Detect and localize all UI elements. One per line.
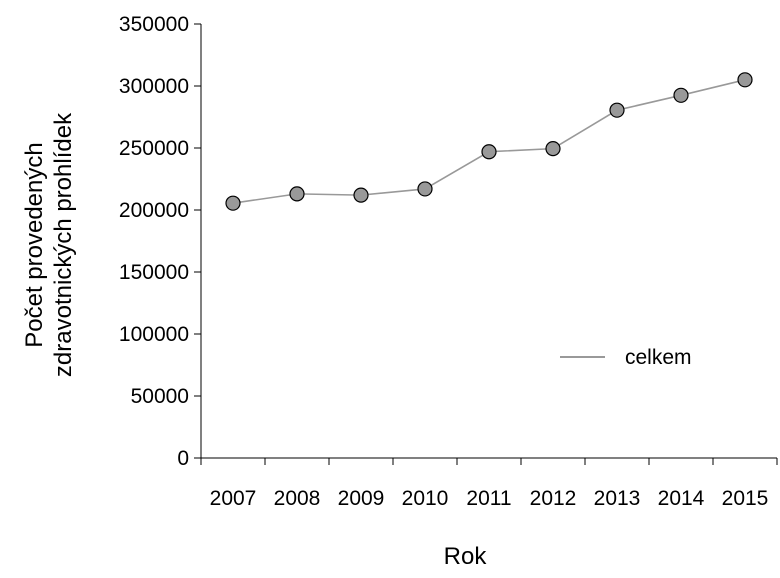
x-tick-label: 2015 [722,487,769,510]
data-point [609,102,625,118]
x-tick-label: 2008 [274,487,321,510]
y-tick-label: 300000 [119,75,189,98]
y-tick-label: 200000 [119,199,189,222]
x-tick-label: 2011 [466,487,511,510]
legend-label: celkem [625,346,692,369]
x-tick-label: 2010 [402,487,449,510]
data-point [417,181,433,197]
data-point [673,87,689,103]
x-axis: 2007 2008 2009 2010 2011 2012 2013 2014 2015 [200,457,778,510]
x-axis-title: Rok [444,543,488,570]
y-tick-label: 0 [177,447,189,470]
legend: celkem [560,346,692,369]
data-point [545,141,561,157]
y-axis-title-line-2: zdravotnických prohlídek [50,112,77,377]
x-tick-label: 2009 [338,487,385,510]
x-tick-label: 2014 [658,487,705,510]
y-tick-label: 50000 [131,385,189,408]
y-axis-title-line-1: Počet provedených [21,142,48,347]
data-point [737,72,753,88]
data-point [481,144,497,160]
data-point [353,187,369,203]
series-layer [225,72,753,211]
series-line [232,79,746,204]
y-axis: 0 50000 100000 150000 200000 250000 300000 3500… [119,13,202,470]
x-tick-label: 2013 [594,487,641,510]
y-tick-label: 100000 [119,323,189,346]
y-tick-label: 250000 [119,137,189,160]
data-point [289,186,305,202]
y-tick-label: 350000 [119,13,189,36]
x-tick-label: 2007 [210,487,257,510]
y-tick-label: 150000 [119,261,189,284]
data-point [225,195,241,211]
x-tick-label: 2012 [530,487,577,510]
